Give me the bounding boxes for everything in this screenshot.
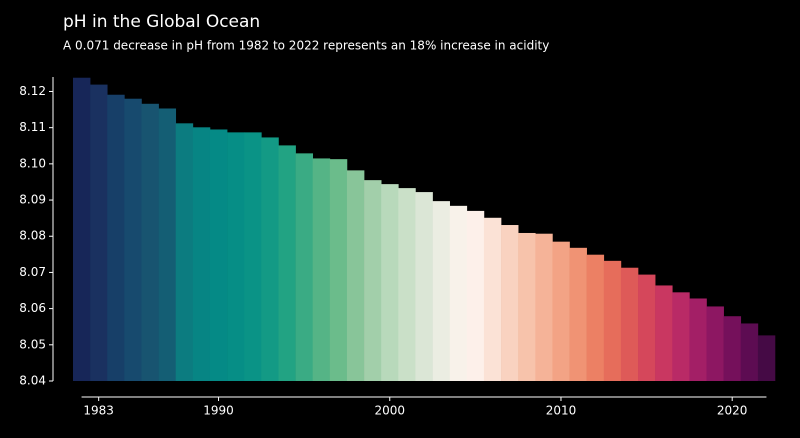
bar: [73, 77, 91, 381]
bar: [295, 153, 314, 381]
bar: [535, 233, 553, 381]
bar: [209, 129, 228, 381]
bar: [158, 108, 177, 381]
bar: [175, 123, 194, 382]
bar: [757, 335, 776, 381]
bar: [638, 274, 656, 381]
chart-title: pH in the Global Ocean: [63, 12, 260, 32]
bar: [364, 180, 382, 381]
bar: [620, 267, 639, 381]
bar: [740, 323, 759, 381]
bar: [227, 132, 245, 381]
bar: [107, 94, 125, 381]
bar: [501, 225, 519, 381]
bar: [346, 170, 365, 381]
bar: [552, 241, 570, 381]
bar: [483, 217, 502, 381]
y-tick-label: 8.11: [19, 120, 46, 134]
bar: [415, 192, 433, 381]
bar: [706, 306, 724, 381]
x-tick-label: 2000: [374, 404, 405, 418]
y-tick-label: 8.06: [19, 301, 46, 315]
bar: [90, 84, 108, 381]
x-tick-label: 2020: [717, 404, 748, 418]
y-tick-label: 8.12: [19, 84, 46, 98]
x-tick-label: 1990: [203, 404, 234, 418]
bar: [518, 232, 536, 381]
bar: [432, 201, 450, 381]
y-tick-label: 8.04: [19, 374, 46, 388]
bar: [381, 184, 399, 381]
y-tick-label: 8.10: [19, 156, 46, 170]
bar: [141, 103, 159, 382]
bar: [569, 247, 587, 381]
bar: [124, 98, 142, 381]
bar: [449, 205, 468, 381]
chart-subtitle: A 0.071 decrease in pH from 1982 to 2022…: [63, 39, 549, 53]
bar: [278, 145, 296, 381]
bar: [329, 159, 348, 381]
y-tick-label: 8.09: [19, 193, 46, 207]
bar: [603, 260, 622, 381]
bar: [689, 298, 707, 381]
bar: [466, 210, 485, 381]
y-tick-label: 8.08: [19, 229, 46, 243]
bar: [672, 292, 690, 381]
y-tick-label: 8.07: [19, 265, 46, 279]
bar: [723, 316, 742, 381]
bar: [586, 254, 605, 381]
bar: [312, 158, 331, 381]
bar: [192, 127, 211, 381]
y-tick-label: 8.05: [19, 337, 46, 351]
bar: [244, 132, 262, 381]
bar: [655, 285, 673, 381]
x-tick-label: 1983: [83, 404, 114, 418]
bar: [398, 188, 416, 381]
bar: [261, 137, 279, 381]
x-tick-label: 2010: [546, 404, 577, 418]
